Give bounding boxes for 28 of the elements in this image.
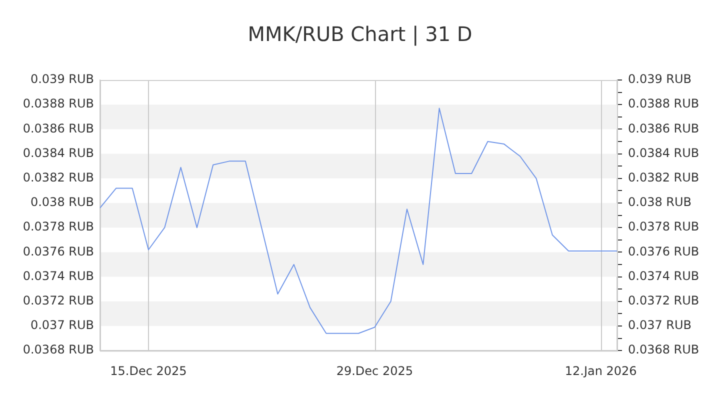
x-tick-label: 29.Dec 2025	[336, 364, 413, 378]
y2-tick-label: 0.0382 RUB	[628, 170, 700, 185]
x-tick-label: 15.Dec 2025	[110, 364, 187, 378]
y2-tick-label: 0.0386 RUB	[628, 121, 700, 136]
y2-tick-label: 0.0368 RUB	[628, 342, 700, 357]
y-tick-label: 0.0368 RUB	[22, 342, 94, 357]
y-tick-label: 0.038 RUB	[30, 195, 94, 210]
y-tick-label: 0.037 RUB	[30, 318, 94, 332]
y-tick-label: 0.0384 RUB	[22, 146, 94, 160]
y2-tick-label: 0.038 RUB	[628, 195, 692, 210]
y2-tick-label: 0.0378 RUB	[628, 220, 700, 234]
y2-tick-label: 0.0372 RUB	[628, 294, 700, 308]
chart-title: MMK/RUB Chart | 31 D	[248, 22, 472, 46]
y-tick-label: 0.0374 RUB	[22, 268, 94, 283]
y2-tick-label: 0.0374 RUB	[628, 268, 700, 283]
y-tick-label: 0.0378 RUB	[22, 220, 94, 234]
x-tick-label: 12.Jan 2026	[564, 364, 637, 378]
y-tick-label: 0.0382 RUB	[22, 170, 94, 185]
y-tick-label: 0.0372 RUB	[22, 294, 94, 308]
y2-tick-label: 0.039 RUB	[628, 72, 692, 86]
y2-tick-label: 0.0376 RUB	[628, 244, 700, 258]
y-tick-label: 0.0376 RUB	[22, 244, 94, 258]
y2-tick-label: 0.0388 RUB	[628, 96, 700, 111]
y-tick-label: 0.039 RUB	[30, 72, 94, 86]
y-tick-label: 0.0388 RUB	[22, 96, 94, 111]
y2-tick-label: 0.037 RUB	[628, 318, 692, 332]
y-tick-label: 0.0386 RUB	[22, 121, 94, 136]
y2-tick-label: 0.0384 RUB	[628, 146, 700, 160]
